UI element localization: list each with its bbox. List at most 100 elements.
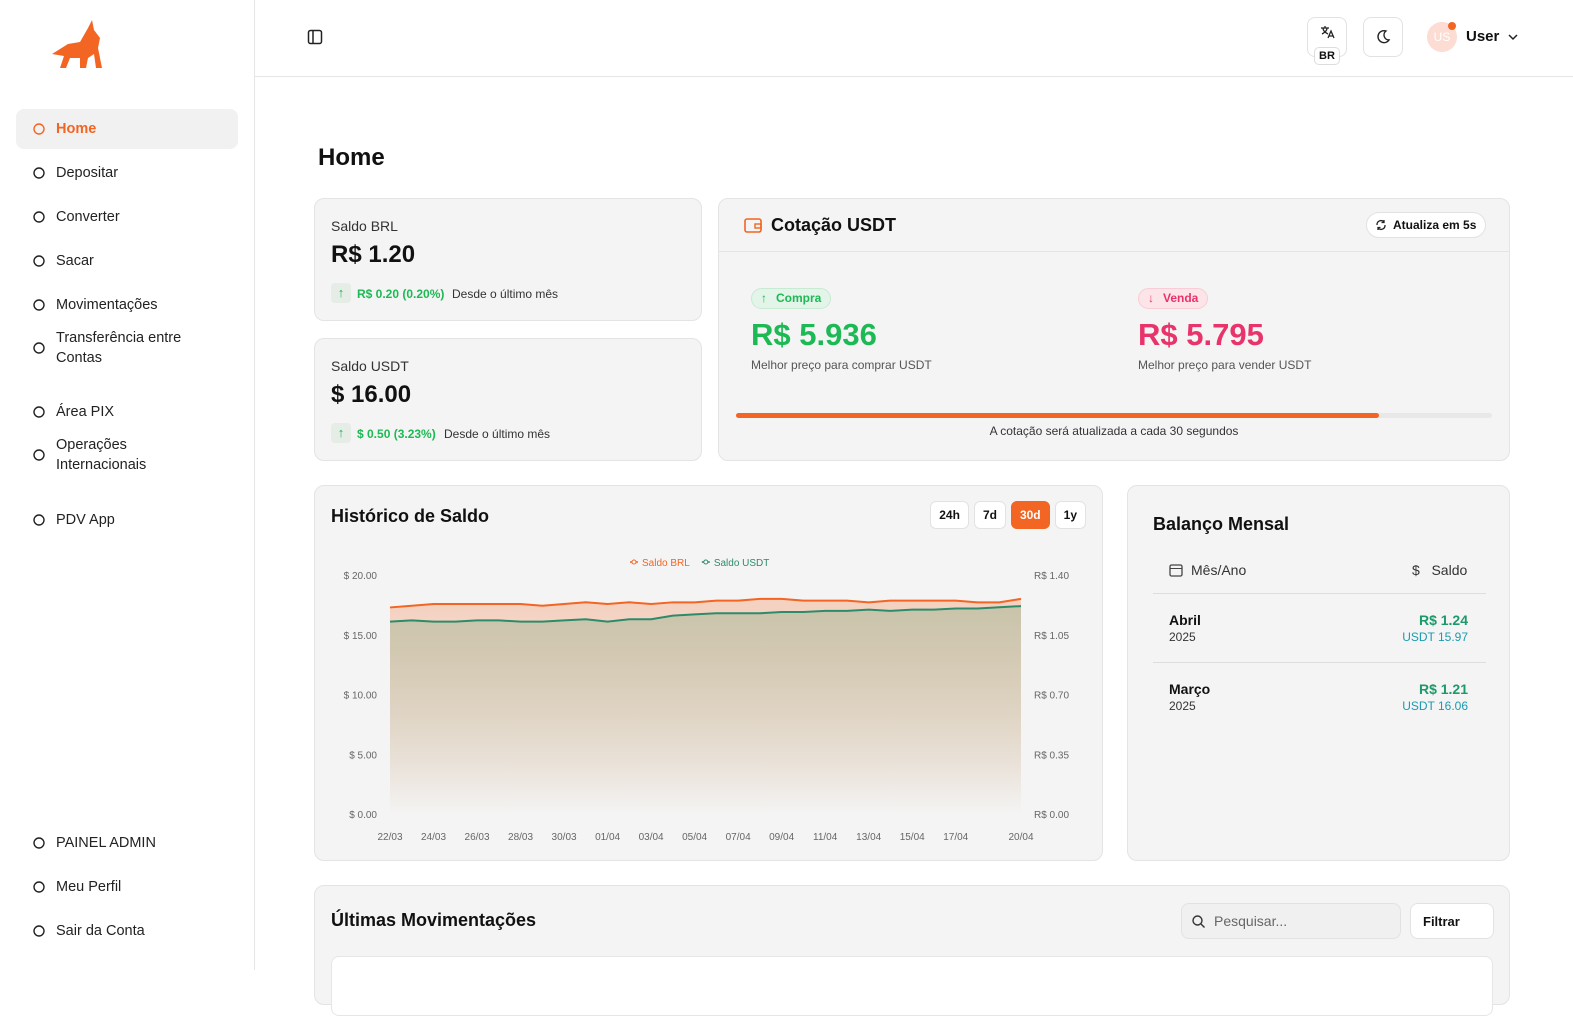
y2-tick-label: R$ 0.35 <box>1034 750 1069 761</box>
nav-label: PDV App <box>56 512 115 528</box>
language-button[interactable] <box>1307 17 1347 57</box>
x-tick-label: 20/04 <box>1008 832 1033 843</box>
progress-track <box>736 413 1492 418</box>
monthly-title: Balanço Mensal <box>1153 514 1290 534</box>
transactions-title: Últimas Movimentações <box>331 910 537 930</box>
nav-label: Converter <box>56 209 120 225</box>
topbar: BR US User <box>255 0 1573 77</box>
sell-badge: ↓ Venda <box>1138 288 1209 309</box>
row-divider <box>1153 593 1486 594</box>
y-tick-label: $ 0.00 <box>349 810 377 821</box>
chevron <box>1508 34 1518 41</box>
transactions-card: Últimas Movimentações Pesquisar... Filtr… <box>314 885 1510 1016</box>
balance-value: R$ 1.20 <box>331 241 416 268</box>
logo <box>52 20 102 68</box>
legend-dot <box>631 559 637 565</box>
nav-item[interactable]: Movimentações <box>16 285 238 325</box>
nav-label: PAINEL ADMIN <box>56 835 156 851</box>
balance-note: Desde o último mês <box>452 287 559 301</box>
nav-item[interactable]: Área PIX <box>16 392 238 432</box>
nav-label: Movimentações <box>56 297 158 313</box>
page-title: Home <box>318 144 385 171</box>
nav-item[interactable]: Meu Perfil <box>16 867 238 907</box>
table <box>331 956 1493 1016</box>
progress-fill <box>736 413 1379 418</box>
sidebar: Home Depositar Converter Sacar Movimentações… <box>0 0 255 970</box>
nav-item[interactable]: PDV App <box>16 500 238 540</box>
nav-item[interactable]: PAINEL ADMIN <box>16 823 238 863</box>
nav-item[interactable]: Home <box>16 109 238 149</box>
buy-note: Melhor preço para comprar USDT <box>751 358 932 372</box>
language-badge: BR <box>1314 47 1340 65</box>
quote-title: Cotação USDT <box>771 215 897 235</box>
y2-tick-label: R$ 1.40 <box>1034 571 1069 582</box>
legend-label: Saldo BRL <box>642 558 690 569</box>
header-balance-text: Saldo <box>1431 562 1468 578</box>
header-balance: $ Saldo <box>1412 562 1468 578</box>
sell-price: R$ 5.795 <box>1138 317 1264 352</box>
y-tick-label: $ 5.00 <box>349 750 377 761</box>
x-tick-label: 07/04 <box>726 832 751 843</box>
buy-badge-text: Compra <box>776 291 822 305</box>
nav-item[interactable]: Depositar <box>16 153 238 193</box>
sidebar-toggle[interactable] <box>307 29 323 45</box>
refresh-text: Atualiza em 5s <box>1393 218 1477 232</box>
search-input[interactable]: Pesquisar... <box>1181 903 1401 939</box>
row-divider <box>1153 662 1486 663</box>
row-brl: R$ 1.21 <box>1418 681 1468 697</box>
area <box>390 606 1021 814</box>
balance-label: Saldo USDT <box>331 358 409 374</box>
x-tick-label: 01/04 <box>595 832 620 843</box>
y-tick-label: $ 10.00 <box>344 691 378 702</box>
chart-title: Histórico de Saldo <box>331 506 490 526</box>
sell-note: Melhor preço para vender USDT <box>1138 358 1312 372</box>
theme-button[interactable] <box>1363 17 1403 57</box>
row-month: Março <box>1169 681 1211 697</box>
nav-item[interactable]: Converter <box>16 197 238 237</box>
nav-label: Área PIX <box>56 404 115 420</box>
nav-item[interactable]: Sacar <box>16 241 238 281</box>
range-button[interactable]: 1y <box>1054 501 1086 529</box>
up-icon: ↑ <box>331 423 351 443</box>
x-tick-label: 22/03 <box>377 832 402 843</box>
balance-card: Saldo BRL R$ 1.20 ↑ R$ 0.20 (0.20%) Desde o … <box>314 198 702 321</box>
x-tick-label: 03/04 <box>639 832 664 843</box>
user-name[interactable]: User <box>1466 28 1500 45</box>
nav-item[interactable]: Operações Internacionais <box>16 433 238 477</box>
x-tick-label: 05/04 <box>682 832 707 843</box>
x-tick-label: 30/03 <box>552 832 577 843</box>
range-button[interactable]: 24h <box>930 501 969 529</box>
balance-label: Saldo BRL <box>331 218 398 234</box>
x-tick-label: 15/04 <box>900 832 925 843</box>
row-year: 2025 <box>1169 630 1196 644</box>
range-button[interactable]: 30d <box>1010 501 1050 529</box>
row-usdt: USDT 16.06 <box>1402 699 1468 713</box>
x-tick-label: 17/04 <box>943 832 968 843</box>
nav-item[interactable]: Sair da Conta <box>16 911 238 951</box>
buy-price: R$ 5.936 <box>751 317 877 352</box>
legend-dot <box>703 559 709 565</box>
line <box>389 597 1022 609</box>
filter-button[interactable]: Filtrar <box>1410 903 1494 939</box>
chart: $ 20.00 $ 15.00 $ 10.00 $ 5.00 $ 0.00 R$ 1.40… <box>344 558 1070 843</box>
nav-label: Sair da Conta <box>56 923 145 939</box>
range-button[interactable]: 7d <box>973 501 1006 529</box>
x-tick-label: 24/03 <box>421 832 446 843</box>
up-icon: ↑ <box>331 283 351 303</box>
nav-label: Operações Internacionais <box>56 437 147 473</box>
sell-badge-text: Venda <box>1163 291 1199 305</box>
legend-label: Saldo USDT <box>714 558 770 569</box>
row-usdt: USDT 15.97 <box>1402 630 1468 644</box>
row-month: Abril <box>1169 612 1201 628</box>
monthly-card: Balanço Mensal Mês/Ano $ Saldo Abril 2025… <box>1127 485 1510 861</box>
row-brl: R$ 1.24 <box>1418 612 1468 628</box>
nav-item[interactable]: Transferência entre Contas <box>16 326 238 370</box>
status-dot <box>1448 22 1456 30</box>
refresh-badge[interactable]: Atualiza em 5s <box>1366 212 1487 238</box>
y-tick-label: $ 20.00 <box>344 571 378 582</box>
line <box>389 605 1022 623</box>
nav-label: Depositar <box>56 165 119 181</box>
quote-footer: A cotação será atualizada a cada 30 segu… <box>989 424 1239 438</box>
x-tick-label: 26/03 <box>465 832 490 843</box>
